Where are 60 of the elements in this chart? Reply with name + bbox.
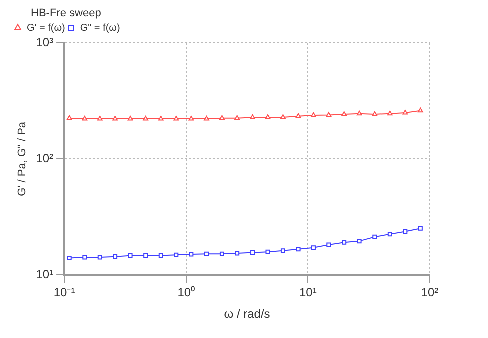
point (112, 116, 118, 121)
point (280, 114, 286, 120)
point (280, 248, 286, 254)
point (189, 252, 194, 257)
point (82, 255, 88, 260)
point (342, 111, 347, 116)
point (174, 252, 179, 258)
point (296, 113, 302, 118)
point (204, 252, 210, 256)
point (97, 116, 103, 121)
point (250, 250, 256, 256)
point (143, 116, 149, 121)
point (113, 254, 118, 260)
point (265, 114, 271, 120)
point (266, 250, 270, 254)
point (250, 114, 256, 120)
point (204, 116, 210, 121)
point (158, 254, 164, 258)
point (188, 116, 194, 121)
point (66, 115, 72, 120)
point (234, 115, 240, 120)
point (67, 256, 72, 261)
legend-label: G" = f(ω) (80, 22, 120, 34)
point (388, 110, 393, 116)
point (128, 116, 134, 121)
point (296, 247, 301, 252)
point (82, 116, 88, 121)
x-axis-title: ω / rad/s (224, 307, 270, 322)
point (220, 115, 225, 120)
point (418, 108, 424, 113)
x-tick-label: 10¹ (300, 286, 317, 300)
point (128, 254, 133, 258)
y-tick-label: 10² (36, 152, 54, 166)
point (235, 251, 240, 256)
legend-label: G' = f(ω) (27, 22, 66, 34)
point (403, 229, 408, 234)
point (98, 255, 102, 260)
point (372, 111, 378, 116)
point (342, 240, 347, 245)
x-tick-label: 10² (421, 286, 439, 300)
point (220, 252, 224, 256)
y-axis-title: G' / Pa, G" / Pa (16, 121, 29, 196)
legend-title: HB-Fre sweep (31, 8, 102, 20)
x-tick-label: 10⁻¹ (54, 286, 76, 300)
point (418, 226, 423, 231)
point (357, 239, 362, 244)
point (144, 254, 148, 258)
point (311, 246, 316, 250)
y-tick-label: 10³ (36, 36, 54, 50)
y-tick-label: 10¹ (36, 268, 54, 282)
point (174, 116, 180, 121)
point (388, 232, 392, 237)
point (402, 110, 408, 115)
point (372, 234, 378, 240)
point (158, 116, 164, 121)
point (311, 112, 316, 118)
point (326, 242, 332, 248)
point (356, 110, 362, 116)
point (326, 112, 332, 118)
x-tick-label: 10⁰ (178, 286, 196, 300)
